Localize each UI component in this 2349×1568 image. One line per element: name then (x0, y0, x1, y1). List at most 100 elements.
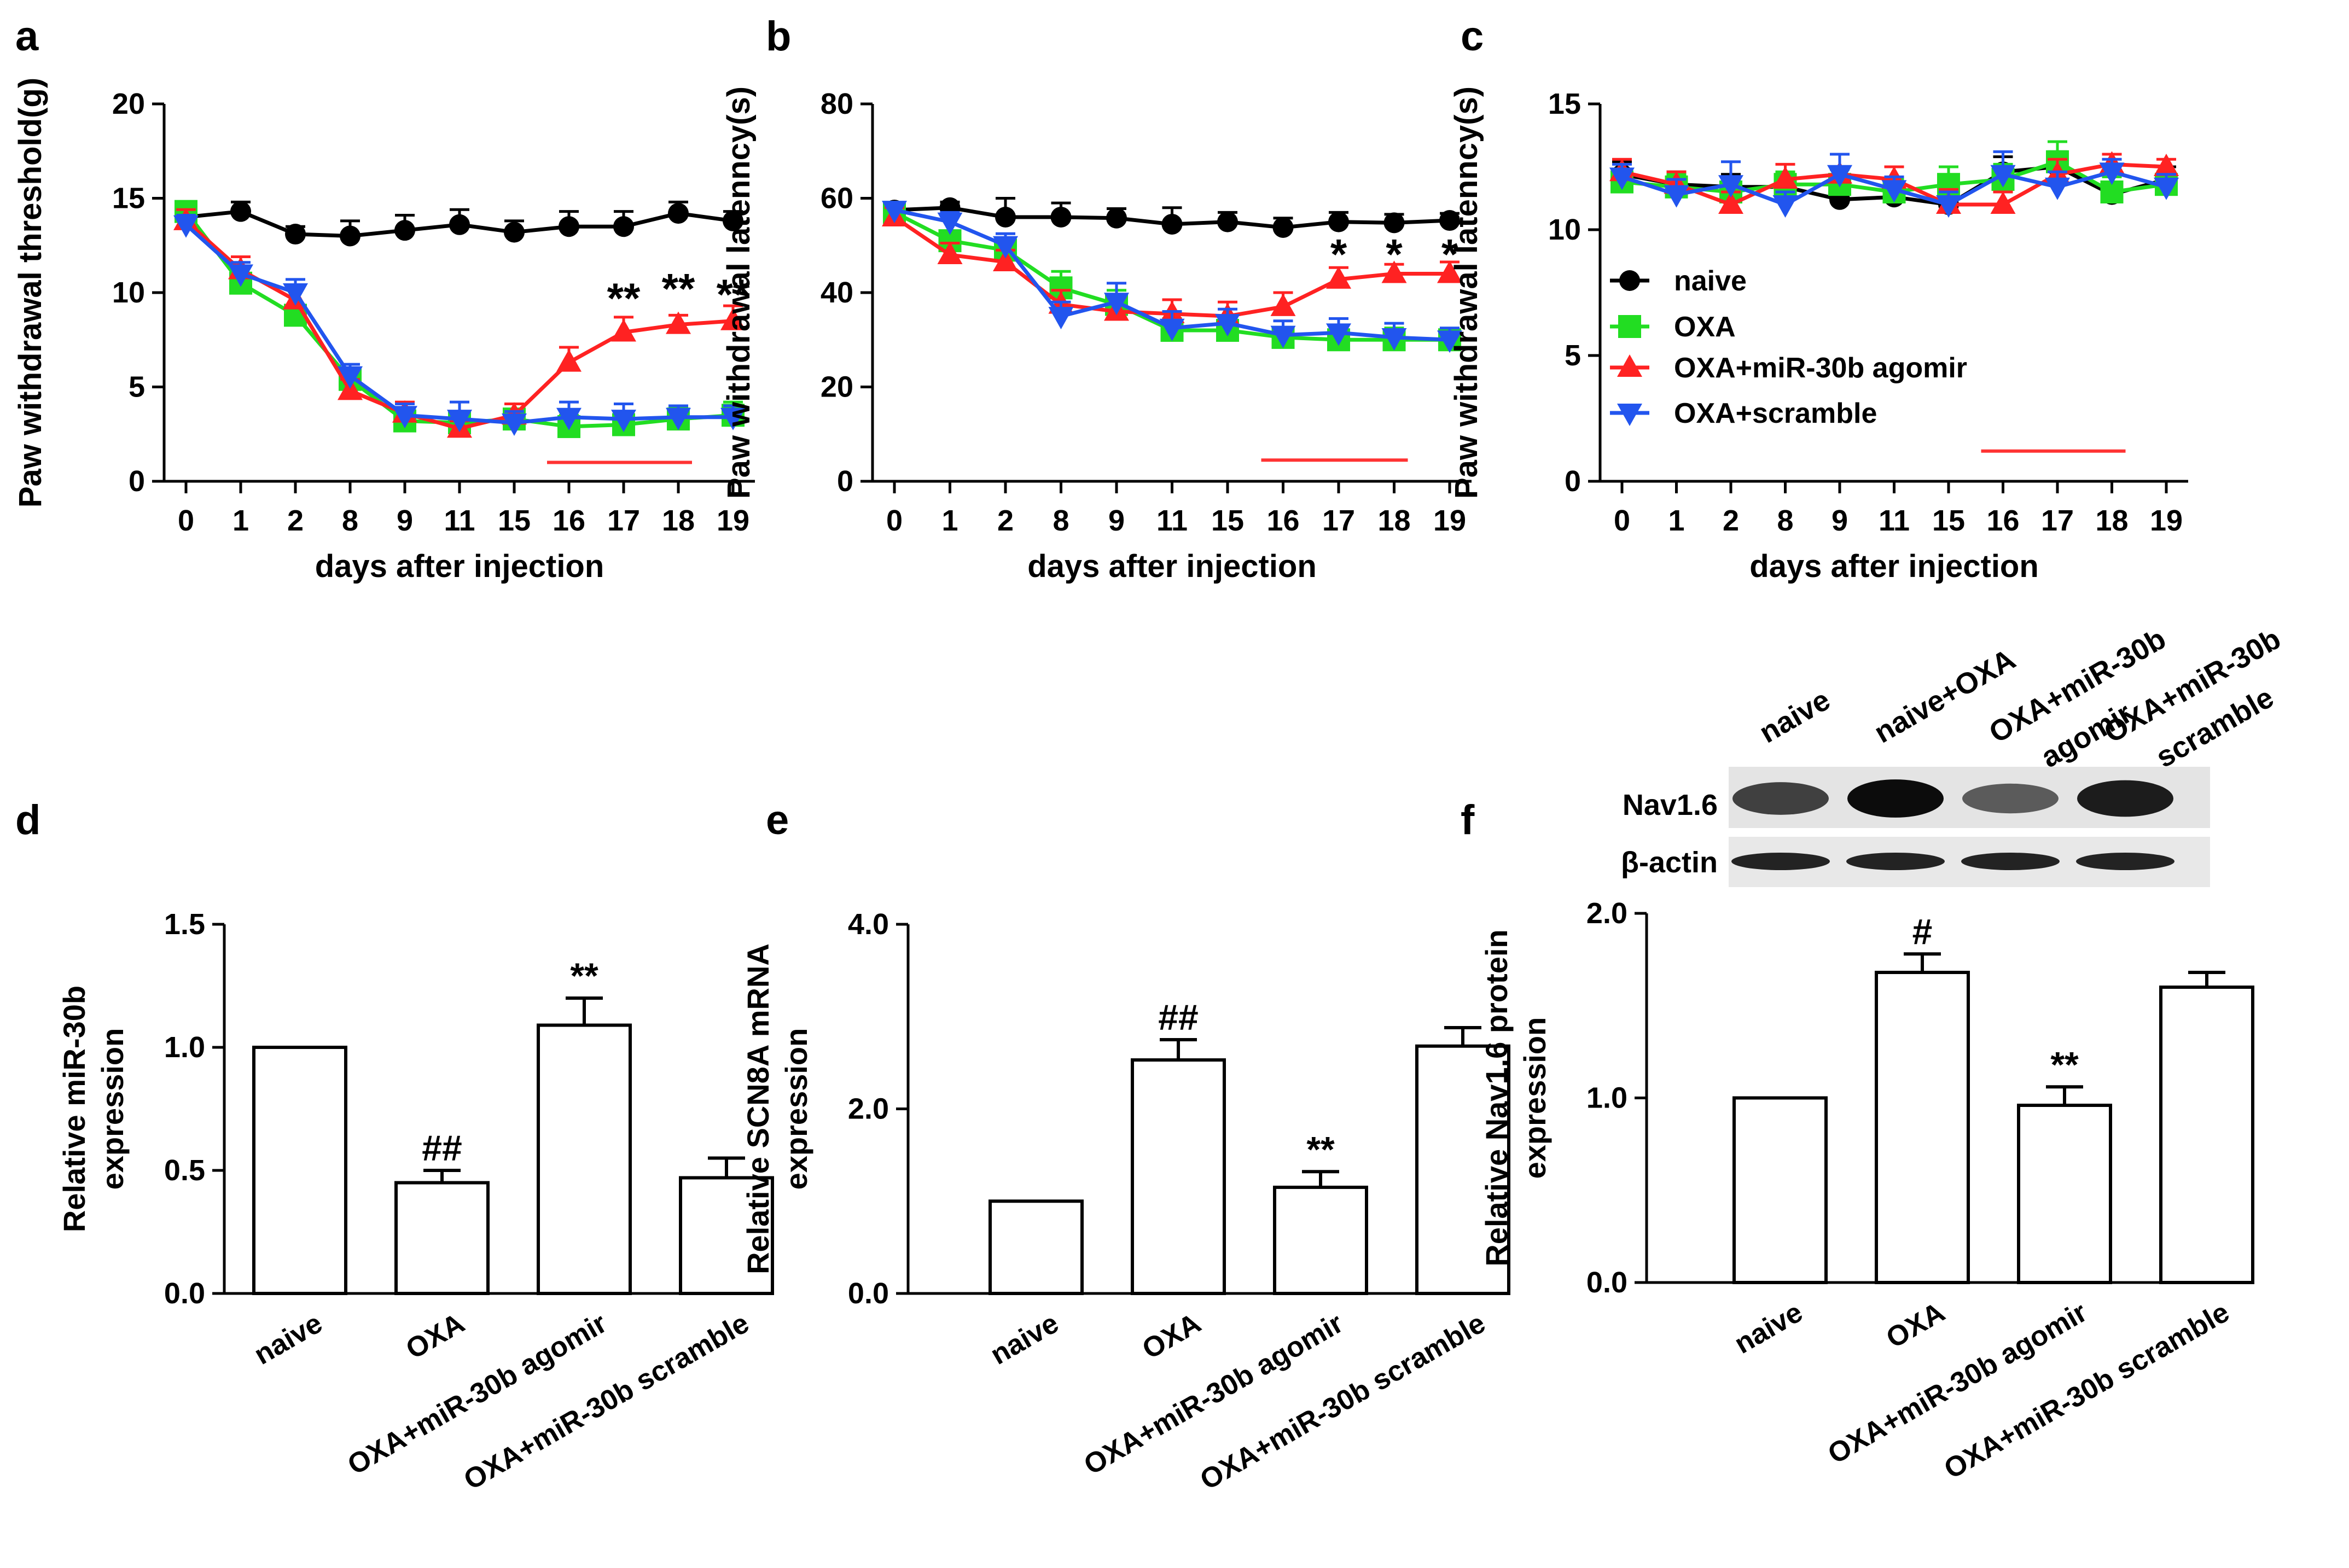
bar (1875, 971, 1970, 1284)
series-oxa-scramble (173, 214, 746, 436)
data-point (2154, 154, 2179, 176)
x-tick-label: 0 (178, 504, 194, 537)
significance-marker: # (1912, 911, 1933, 952)
y-tick-label: 20 (821, 371, 853, 404)
panel-letter-a: a (15, 13, 39, 60)
x-tick-label: 19 (2150, 504, 2183, 537)
panel-letter-b: b (766, 13, 791, 60)
y-tick-label: 0 (129, 465, 145, 498)
legend-marker (1618, 315, 1641, 338)
data-point (1159, 318, 1185, 341)
line-chart-b: 0 20 40 60 80 0 1 2 8 9 11 15 16 17 18 19 days after inj… (721, 86, 1472, 584)
x-tick-label: OXA (1881, 1296, 1950, 1355)
data-point (1664, 185, 1689, 208)
data-point (502, 413, 527, 436)
bar (252, 1046, 347, 1295)
y-tick-label: 1.0 (1586, 1082, 1627, 1115)
y-tick-label: 40 (821, 276, 853, 309)
bar-chart-d: 0.0 0.5 1.0 1.5 Relative miR-30b expression na… (57, 908, 774, 1496)
x-tick-label: 11 (444, 504, 475, 537)
data-point (1106, 207, 1127, 229)
data-point (556, 407, 582, 430)
x-tick-label: naive (1729, 1296, 1808, 1360)
blot-band-actin (2076, 853, 2174, 870)
blot-row-label: β-actin (1621, 846, 1718, 879)
data-point (392, 406, 417, 429)
x-tick-label: naive (985, 1307, 1064, 1371)
bar (2159, 986, 2254, 1284)
series-oxa-scramble (882, 201, 1462, 353)
data-point (449, 214, 470, 235)
y-tick-label: 2.0 (848, 1093, 889, 1126)
x-axis-label: days after injection (1027, 549, 1317, 584)
y-tick-label: 0.0 (164, 1277, 205, 1310)
data-point (1215, 314, 1240, 337)
y-tick-label: 10 (112, 276, 145, 309)
data-point (338, 366, 363, 389)
y-tick-label: 5 (129, 371, 145, 404)
data-point (1718, 175, 1743, 198)
data-point (1272, 217, 1294, 238)
western-blot: naive naive+OXAOXA+miR-30bagomirOXA+miR-3… (1621, 622, 2286, 887)
data-point (1328, 211, 1349, 232)
data-point (1827, 165, 1852, 188)
legend-item: OXA+scramble (1610, 398, 1877, 429)
x-tick-label: OXA (1137, 1307, 1206, 1366)
data-point (230, 201, 251, 222)
data-point (1718, 191, 1743, 214)
legend-marker (1617, 354, 1642, 377)
x-tick-label: 15 (1211, 504, 1244, 537)
x-tick-label: 18 (662, 504, 695, 537)
data-point (1383, 212, 1405, 234)
x-tick-label: 16 (553, 504, 585, 537)
data-point (2099, 162, 2125, 185)
x-tick-label: 1 (232, 504, 249, 537)
data-point (228, 264, 253, 287)
blot-row-label: Nav1.6 (1623, 789, 1718, 821)
data-point (1772, 195, 1798, 218)
bar (394, 1181, 490, 1295)
line-chart-a: 0 5 10 15 20 0 1 2 8 9 11 15 16 17 18 19 days after inje… (13, 78, 755, 584)
data-point (1772, 166, 1798, 189)
series-oxa-scramble (1609, 150, 2179, 218)
blot-lane-label: naive (1754, 683, 1836, 749)
data-point (2154, 177, 2179, 200)
panel-letter-c: c (1461, 13, 1484, 60)
x-tick-label: 18 (2095, 504, 2128, 537)
bar (1273, 1185, 1368, 1295)
x-tick-label: OXA+miR-30b agomir (342, 1307, 612, 1481)
data-point (1381, 260, 1407, 283)
significance-marker: ** (662, 265, 695, 313)
data-point (1609, 167, 1635, 190)
panel-letter-d: d (15, 797, 40, 843)
y-tick-label: 4.0 (848, 908, 889, 941)
y-axis-label: Relative SCN8A mRNA (741, 943, 775, 1274)
legend-label: OXA (1674, 311, 1736, 343)
data-point (285, 224, 306, 245)
x-tick-label: 9 (1108, 504, 1125, 537)
significance-marker: ** (607, 274, 641, 322)
panel-letter-f: f (1461, 797, 1475, 843)
data-point (1161, 213, 1183, 235)
x-tick-label: 9 (1831, 504, 1848, 537)
lane-label-line: naive (1754, 683, 1836, 749)
x-tick-label: OXA (400, 1307, 470, 1366)
data-point (1104, 293, 1129, 316)
legend-item: OXA+miR-30b agomir (1610, 352, 1967, 384)
x-tick-label: 16 (1266, 504, 1299, 537)
data-point (720, 307, 746, 330)
data-point (993, 248, 1018, 271)
y-tick-label: 0 (837, 465, 853, 498)
data-point (1217, 211, 1238, 232)
y-tick-label: 1.5 (164, 908, 205, 941)
legend-label: OXA+scramble (1674, 398, 1877, 429)
significance-marker: ** (2050, 1044, 2079, 1085)
data-point (995, 207, 1016, 228)
blot-band-actin (1846, 853, 1945, 870)
y-axis-label: Paw withdrawal threshold(g) (13, 78, 48, 508)
legend-label: naive (1674, 265, 1747, 297)
significance-marker: ## (1158, 997, 1198, 1037)
legend-label: OXA+miR-30b agomir (1674, 352, 1967, 384)
significance-marker: ** (1306, 1129, 1335, 1169)
data-point (611, 410, 636, 433)
